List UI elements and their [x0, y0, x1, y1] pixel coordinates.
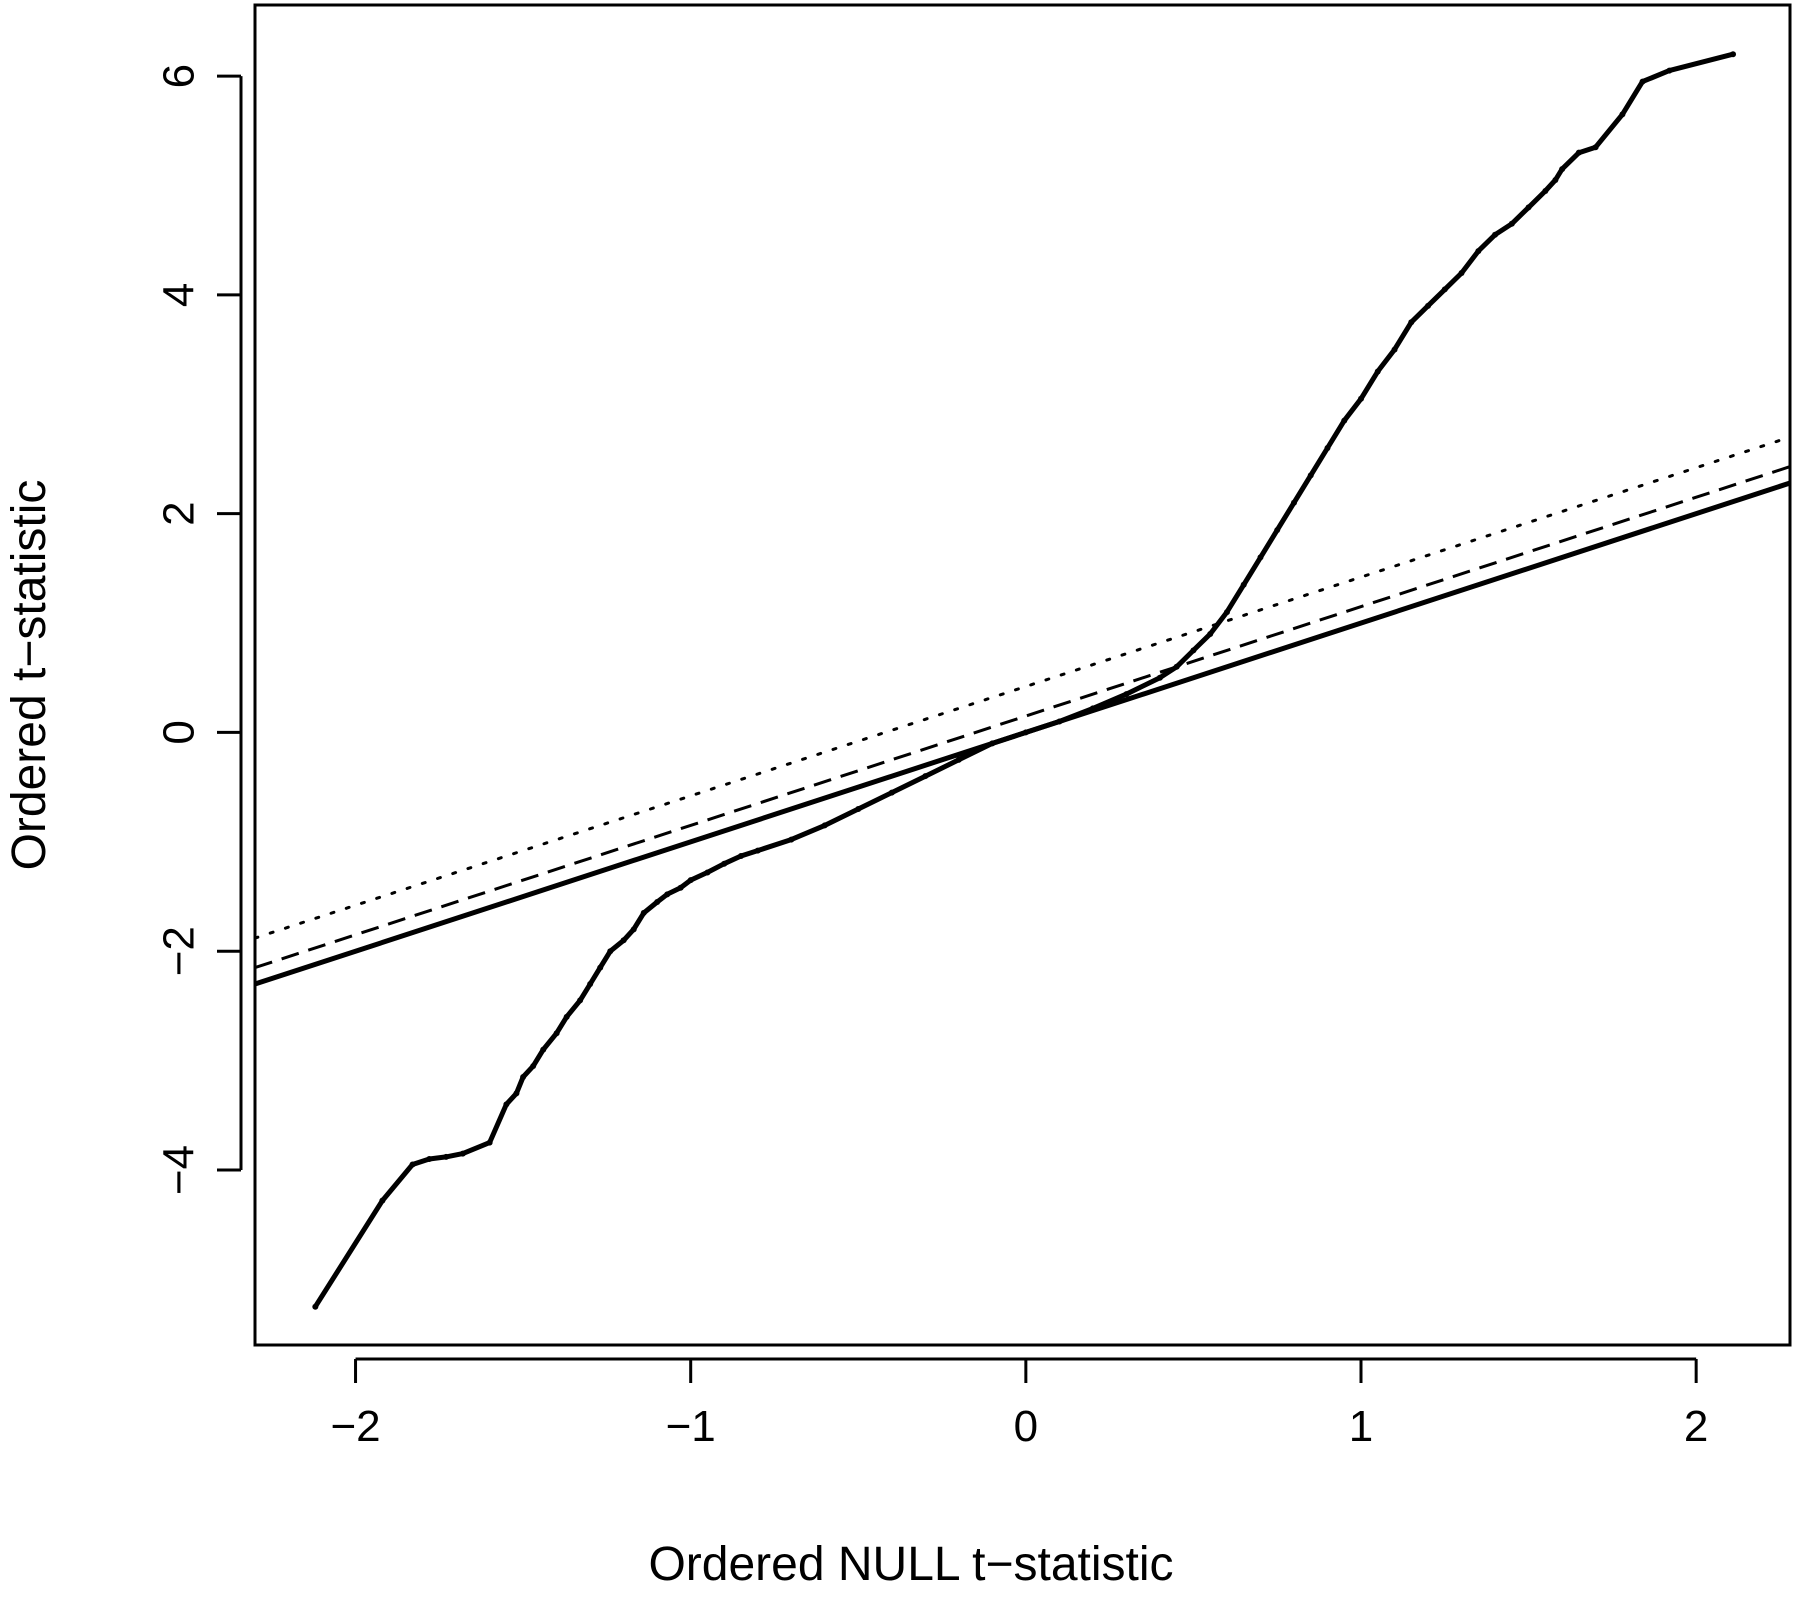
data-point: [1324, 445, 1331, 452]
data-point: [1290, 499, 1297, 506]
data-point: [312, 1303, 319, 1310]
y-tick-label: −2: [155, 926, 204, 976]
data-point: [654, 898, 661, 905]
data-point: [1730, 51, 1737, 58]
data-point: [426, 1156, 433, 1163]
dashed-reference-line: [255, 465, 1790, 970]
x-axis-title: Ordered NULL t−statistic: [648, 1538, 1173, 1591]
data-point: [530, 1063, 537, 1070]
data-point: [955, 756, 962, 763]
x-tick-label: 0: [1014, 1402, 1038, 1451]
y-axis: −4 −2 0 2 4 6: [155, 64, 243, 1195]
y-axis-title: Ordered t−statistic: [3, 480, 56, 871]
x-tick-label: −1: [666, 1402, 716, 1451]
data-point: [1089, 705, 1096, 712]
data-point: [1190, 647, 1197, 654]
data-point: [922, 773, 929, 780]
data-point: [1525, 204, 1532, 211]
data-point: [721, 860, 728, 867]
data-point: [1425, 302, 1432, 309]
data-point: [607, 948, 614, 955]
data-point: [1575, 149, 1582, 156]
data-point: [379, 1197, 386, 1204]
data-point: [687, 877, 694, 884]
data-point: [888, 789, 895, 796]
data-point: [503, 1101, 510, 1108]
data-point: [1458, 270, 1465, 276]
data-point: [1358, 395, 1365, 402]
y-tick-label: 6: [155, 64, 204, 88]
data-point: [513, 1090, 520, 1097]
x-tick-label: −2: [330, 1402, 380, 1451]
y-tick-label: −4: [155, 1145, 204, 1195]
data-point: [788, 836, 795, 843]
data-point: [1508, 220, 1515, 227]
y-tick-label: 4: [155, 283, 204, 307]
x-axis: −2 −1 0 1 2: [330, 1357, 1708, 1451]
data-point: [620, 937, 627, 944]
data-point: [1123, 691, 1130, 698]
data-point: [640, 909, 647, 916]
data-point: [821, 822, 828, 829]
data-point: [1022, 729, 1029, 736]
data-point: [989, 740, 996, 747]
data-point: [1492, 231, 1499, 238]
data-point: [1391, 346, 1398, 353]
data-point: [1542, 187, 1549, 194]
data-point: [1156, 674, 1163, 681]
data-point: [1592, 144, 1599, 151]
data-point: [597, 964, 604, 971]
data-point: [1173, 663, 1180, 670]
x-tick-label: 2: [1684, 1402, 1708, 1451]
data-point: [737, 853, 744, 860]
y-tick-label: 0: [155, 720, 204, 744]
data-point: [409, 1161, 416, 1168]
dotted-reference-line: [255, 435, 1790, 940]
data-point: [443, 1153, 450, 1160]
data-point: [520, 1074, 527, 1080]
data-point: [1441, 286, 1448, 293]
data-points-layer: [312, 51, 1737, 1310]
plot-frame: [253, 3, 1792, 1347]
data-point: [677, 884, 684, 891]
data-point: [1257, 554, 1264, 561]
data-point: [754, 847, 761, 854]
data-point: [1240, 581, 1247, 588]
data-point: [577, 997, 584, 1004]
data-point: [664, 891, 671, 898]
data-point: [587, 981, 594, 988]
data-point: [459, 1150, 466, 1157]
data-point: [1374, 368, 1381, 375]
ordered-points-trace: [313, 51, 1734, 1309]
data-point: [1056, 718, 1063, 725]
data-point: [540, 1046, 547, 1053]
data-point: [1552, 177, 1559, 184]
data-point: [704, 869, 711, 876]
data-point: [1666, 67, 1673, 74]
data-point: [1223, 609, 1230, 616]
x-tick-label: 1: [1349, 1402, 1373, 1451]
data-point: [630, 926, 637, 933]
data-point: [553, 1030, 560, 1037]
data-point: [1307, 472, 1314, 479]
data-point: [1408, 319, 1415, 326]
data-point: [1475, 248, 1482, 255]
data-point: [1639, 78, 1646, 85]
reference-lines-layer: [255, 435, 1790, 987]
data-point: [486, 1139, 493, 1146]
data-point: [1619, 111, 1626, 118]
data-point: [1559, 166, 1566, 173]
data-point: [855, 806, 862, 812]
data-point: [1207, 630, 1214, 637]
y-tick-label: 2: [155, 501, 204, 525]
data-point: [1274, 527, 1281, 534]
data-point: [1341, 417, 1348, 424]
data-point: [563, 1013, 570, 1020]
